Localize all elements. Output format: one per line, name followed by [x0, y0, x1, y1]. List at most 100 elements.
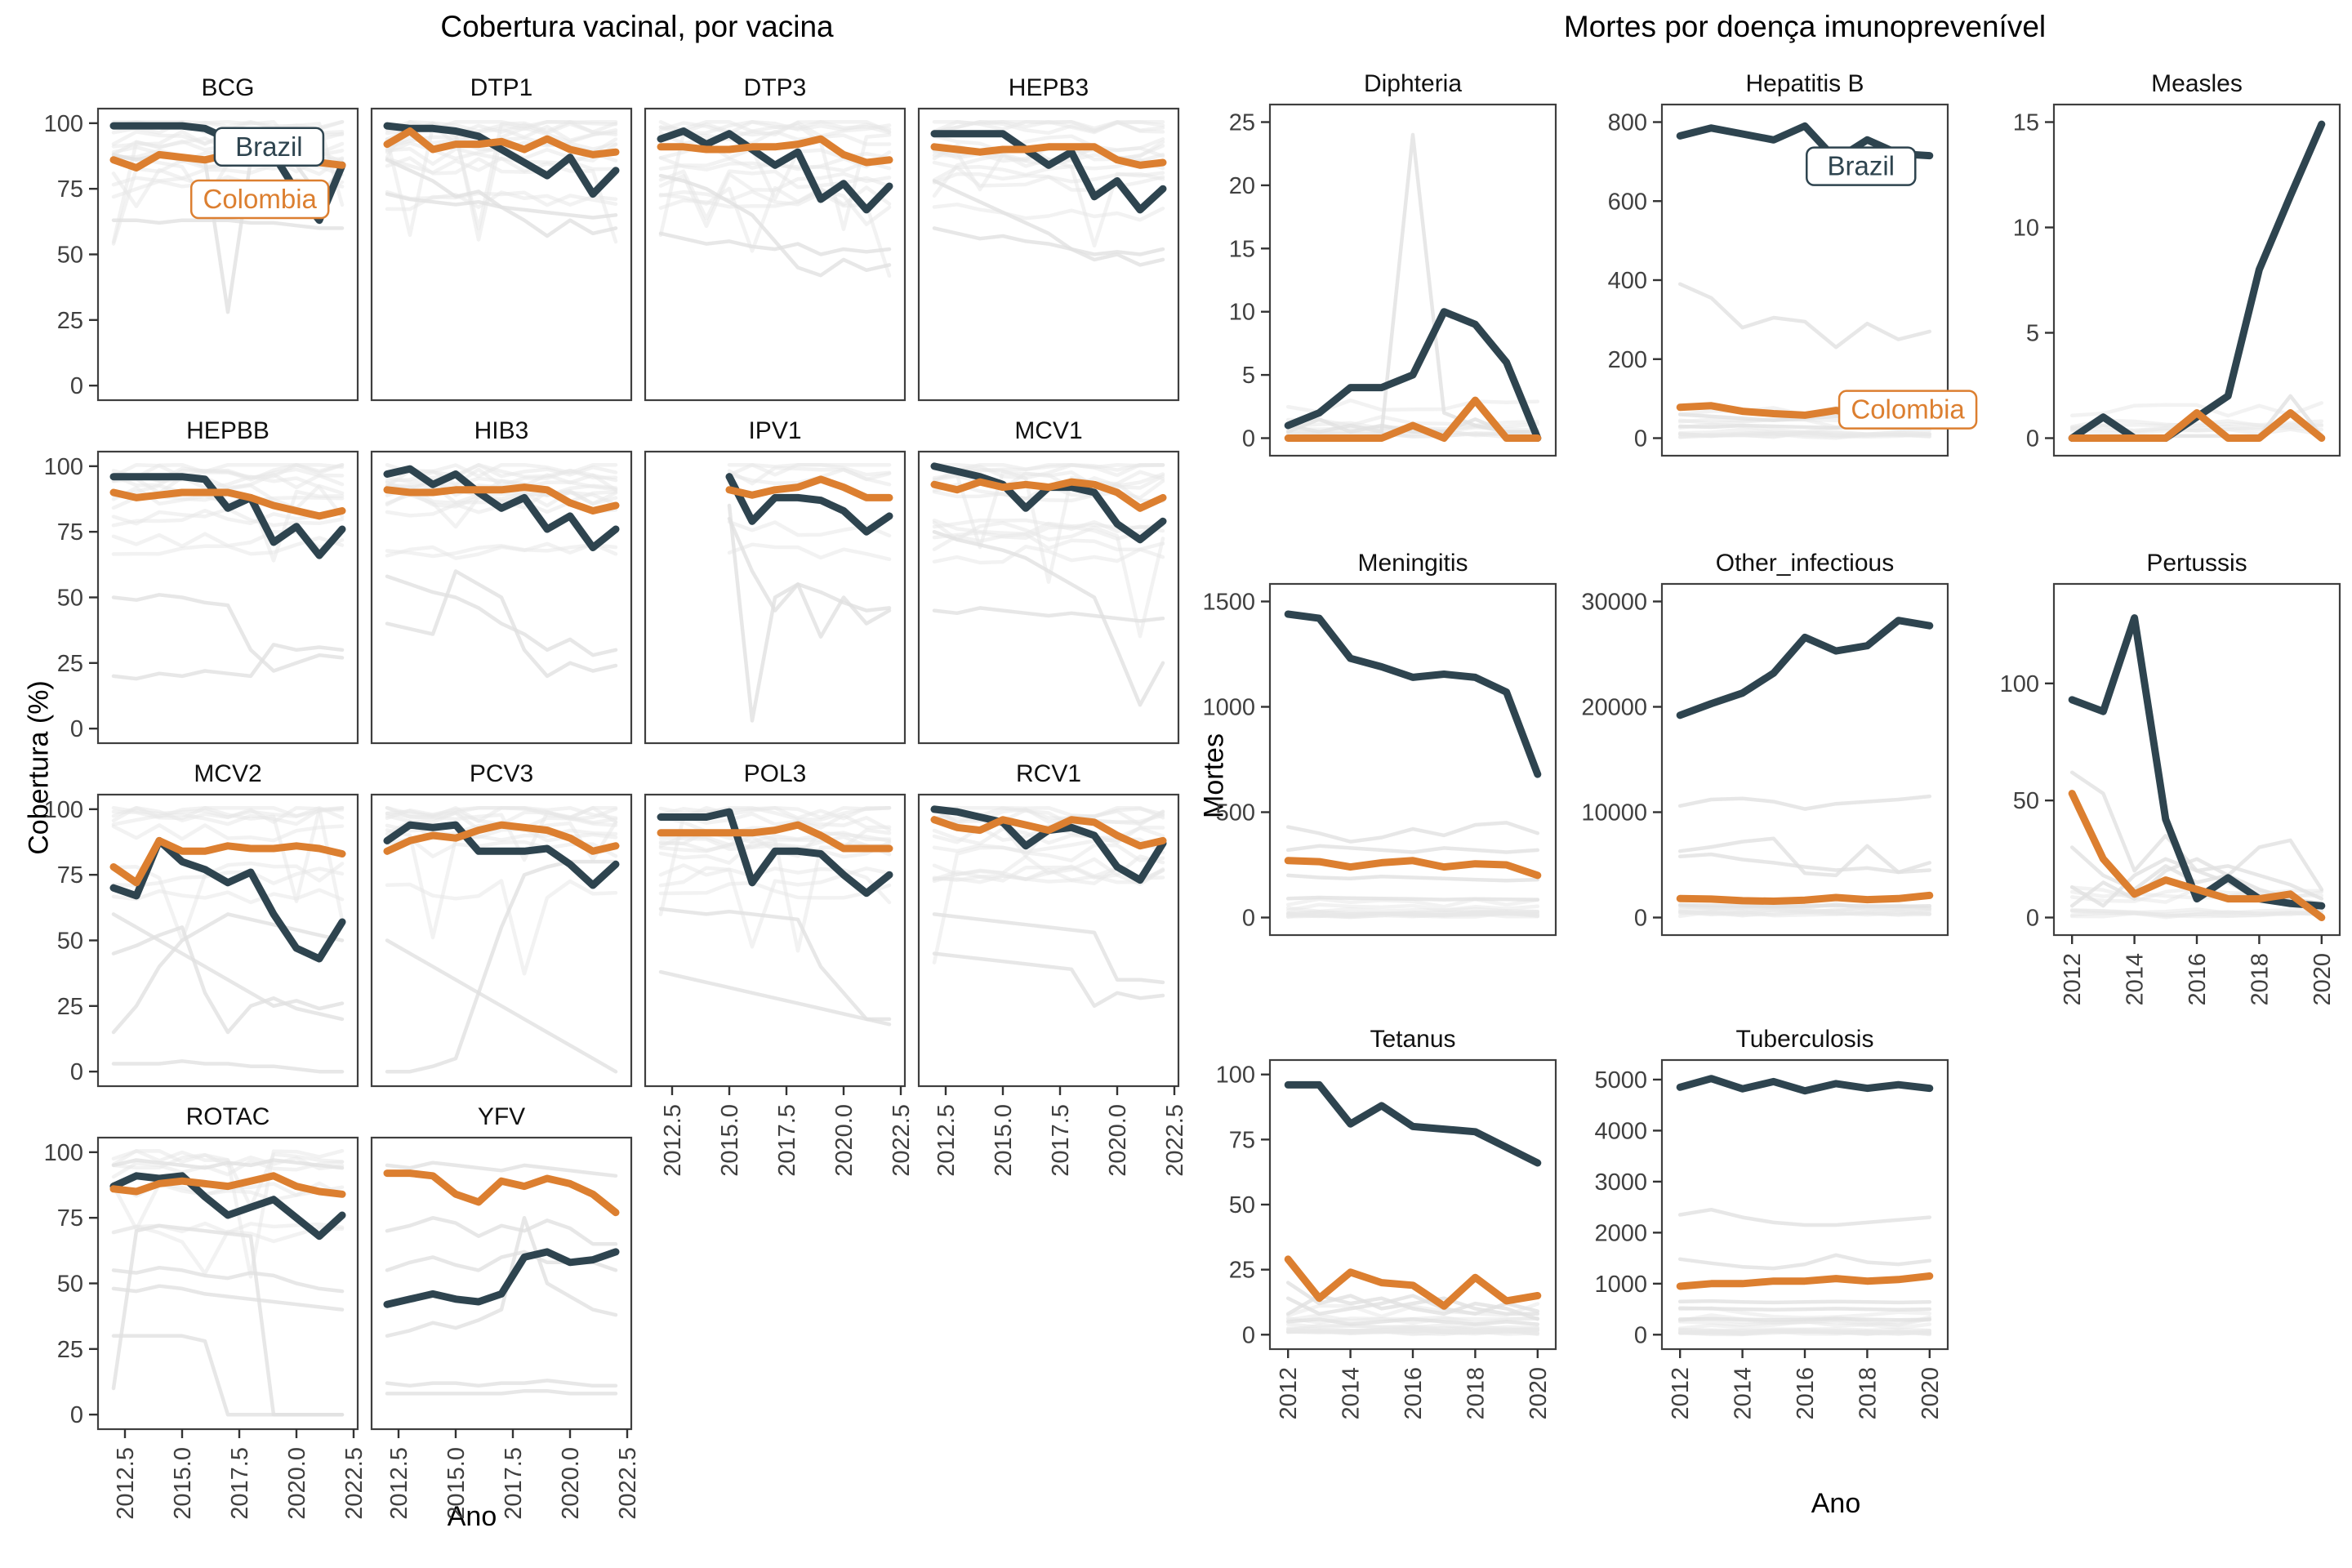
y-tick-label: 4000 [1594, 1118, 1647, 1144]
brazil-line-YFV [383, 1248, 620, 1308]
brazil-line-Other_infectious [1676, 617, 1934, 719]
background-line [111, 462, 345, 479]
y-tick-label: 50 [57, 243, 83, 269]
y-tick-label: 200 [1608, 347, 1647, 373]
background-line [1677, 852, 1932, 875]
background-line [1285, 1294, 1540, 1316]
colombia-label-text: Colombia [203, 184, 317, 214]
y-tick-label: 500 [1216, 800, 1255, 826]
background-line [1285, 821, 1540, 844]
facet-panel-Meningitis [1268, 582, 1557, 937]
y-tick-label: 100 [44, 454, 83, 480]
background-line [111, 823, 345, 843]
x-tick-label: 2012 [1276, 1367, 1302, 1420]
brazil-line-Tuberculosis [1676, 1075, 1934, 1095]
colombia-label-box [189, 179, 330, 220]
x-tick-label: 2020.0 [558, 1447, 584, 1520]
y-tick-label: 75 [1229, 1127, 1255, 1153]
x-tick-label: 2015.0 [443, 1447, 470, 1520]
background-line [385, 542, 618, 559]
background-line [658, 188, 892, 226]
background-line [111, 1059, 345, 1074]
background-line [111, 593, 345, 673]
y-tick-label: 50 [1229, 1192, 1255, 1218]
y-tick-label: 0 [1242, 426, 1255, 452]
background-line [2069, 908, 2324, 918]
background-line [385, 828, 618, 940]
y-tick-label: 0 [1634, 426, 1647, 452]
colombia-line-Tetanus [1284, 1255, 1542, 1310]
brazil-line-Tetanus [1284, 1080, 1542, 1167]
left-chart-title: Cobertura vacinal, por vacina [440, 10, 834, 43]
x-tick-label: 2016 [1401, 1367, 1427, 1420]
colombia-line-Diphteria [1284, 396, 1542, 442]
background-line [1285, 895, 1540, 902]
background-line [385, 483, 618, 506]
colombia-line-HEPB3 [930, 143, 1167, 169]
y-tick-label: 100 [2000, 671, 2039, 697]
x-tick-label: 2022.5 [615, 1447, 641, 1520]
x-tick-label: 2014 [1339, 1367, 1365, 1420]
background-line [658, 969, 892, 1027]
background-line [932, 179, 1165, 267]
x-tick-label: 2022.5 [341, 1447, 368, 1520]
brazil-line-HIB3 [383, 465, 620, 551]
background-line [1285, 430, 1540, 439]
y-tick-label: 50 [2013, 788, 2039, 814]
brazil-line-ROTAC [109, 1172, 346, 1241]
facet-title-DTP1: DTP1 [470, 74, 533, 101]
brazil-label-box [213, 127, 325, 167]
y-tick-label: 0 [70, 1402, 83, 1428]
background-line [1677, 1329, 1932, 1337]
facet-title-MCV2: MCV2 [194, 760, 261, 787]
brazil-label-text: Brazil [235, 131, 303, 162]
background-line [111, 643, 345, 681]
y-tick-label: 1000 [1594, 1272, 1647, 1298]
background-line [932, 520, 1165, 639]
background-line [1285, 1281, 1540, 1316]
y-tick-label: 5 [1242, 363, 1255, 389]
y-tick-label: 10 [1229, 300, 1255, 326]
background-line [1285, 844, 1540, 854]
background-line [1677, 1298, 1932, 1305]
background-line [385, 569, 618, 679]
colombia-line-RCV1 [930, 816, 1167, 850]
x-tick-label: 2022.5 [1162, 1104, 1188, 1177]
facet-title-YFV: YFV [478, 1103, 525, 1130]
background-line [658, 231, 892, 256]
background-line [932, 951, 1165, 1009]
background-line [1285, 1316, 1540, 1326]
y-tick-label: 20 [1229, 173, 1255, 199]
colombia-line-Pertussis [2068, 790, 2326, 921]
colombia-label-text: Colombia [1851, 394, 1965, 425]
y-tick-label: 25 [57, 994, 83, 1020]
facet-title-Tetanus: Tetanus [1370, 1026, 1455, 1053]
background-line [932, 544, 1165, 565]
y-tick-label: 75 [57, 862, 83, 889]
background-line [111, 218, 345, 230]
facet-title-DTP3: DTP3 [744, 74, 807, 101]
facet-title-Tuberculosis: Tuberculosis [1736, 1026, 1874, 1053]
background-line [111, 925, 345, 1035]
background-line [111, 508, 345, 528]
colombia-line-HIB3 [383, 483, 620, 514]
facet-title-Meningitis: Meningitis [1357, 550, 1468, 577]
brazil-label-box [1806, 146, 1917, 186]
background-line [932, 867, 1165, 884]
background-line [1285, 873, 1540, 883]
y-tick-label: 75 [57, 519, 83, 546]
background-line [727, 462, 892, 477]
background-line [111, 462, 345, 479]
x-tick-label: 2020.0 [284, 1447, 310, 1520]
y-tick-label: 0 [1634, 906, 1647, 932]
background-line [932, 532, 1165, 552]
x-tick-label: 2020 [1526, 1367, 1552, 1420]
background-line [727, 516, 892, 639]
background-line [111, 912, 345, 1035]
y-tick-label: 10000 [1581, 800, 1647, 826]
background-line [385, 192, 618, 220]
background-line [111, 1334, 345, 1417]
facet-title-MCV1: MCV1 [1014, 417, 1082, 444]
x-tick-label: 2015.0 [991, 1104, 1017, 1177]
facet-title-PCV3: PCV3 [470, 760, 533, 787]
